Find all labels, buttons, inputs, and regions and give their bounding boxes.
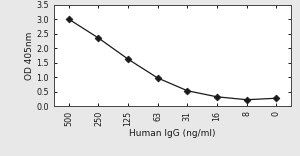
- X-axis label: Human IgG (ng/ml): Human IgG (ng/ml): [129, 129, 216, 138]
- Y-axis label: OD 405nm: OD 405nm: [25, 31, 34, 80]
